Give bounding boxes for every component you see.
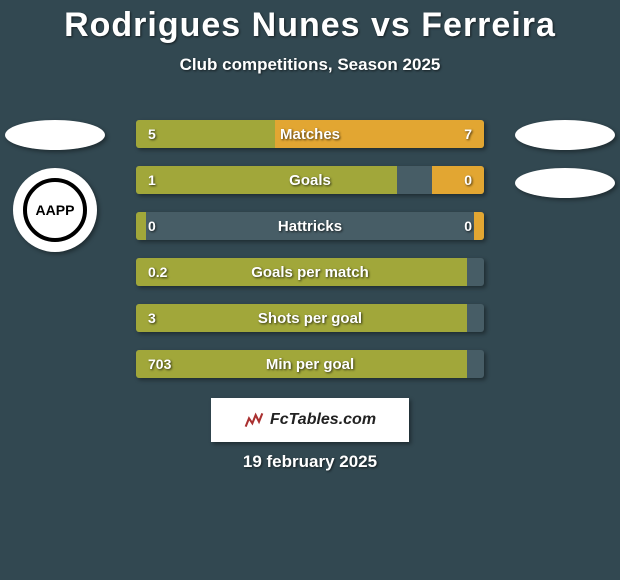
bar-label: Min per goal	[136, 350, 484, 378]
club-badge-left: AAPP	[13, 168, 97, 252]
bars-container: 57Matches 10Goals 00Hattricks 0.2Goals per …	[136, 120, 484, 378]
bar-row: 57Matches	[136, 120, 484, 148]
bar-label: Matches	[136, 120, 484, 148]
nation-badge-left	[5, 120, 105, 150]
infographic-root: Rodrigues Nunes vs Ferreira Club competi…	[0, 0, 620, 580]
bar-row: 00Hattricks	[136, 212, 484, 240]
bar-row: 10Goals	[136, 166, 484, 194]
bar-label: Hattricks	[136, 212, 484, 240]
fctables-icon	[244, 410, 264, 430]
bar-row: 3Shots per goal	[136, 304, 484, 332]
bar-row: 703Min per goal	[136, 350, 484, 378]
bar-label: Shots per goal	[136, 304, 484, 332]
left-badges: AAPP	[0, 120, 110, 252]
club-badge-right	[515, 168, 615, 198]
nation-badge-right	[515, 120, 615, 150]
club-badge-left-text: AAPP	[23, 178, 87, 242]
page-title: Rodrigues Nunes vs Ferreira	[0, 0, 620, 45]
subtitle: Club competitions, Season 2025	[0, 55, 620, 75]
date-text: 19 february 2025	[0, 452, 620, 472]
footer-brand-text: FcTables.com	[270, 411, 376, 429]
bar-label: Goals per match	[136, 258, 484, 286]
footer-banner: FcTables.com	[211, 398, 409, 442]
right-badges	[510, 120, 620, 198]
bar-label: Goals	[136, 166, 484, 194]
bar-row: 0.2Goals per match	[136, 258, 484, 286]
